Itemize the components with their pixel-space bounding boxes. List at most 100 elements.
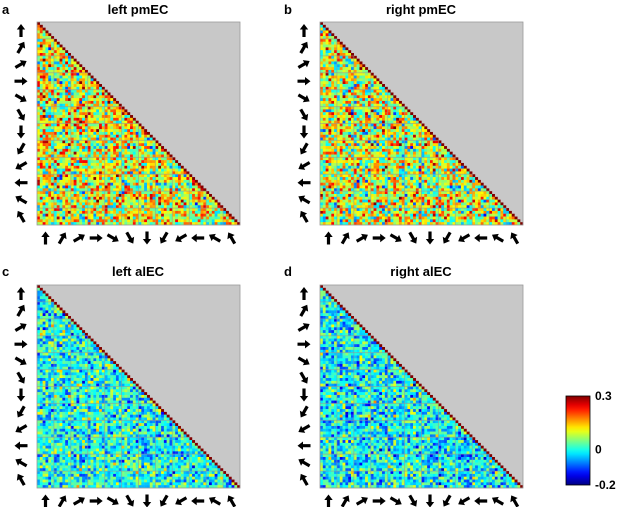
heatmap-cell xyxy=(53,146,57,150)
heatmap-cell xyxy=(407,199,411,203)
heatmap-cell xyxy=(87,146,91,150)
heatmap-cell xyxy=(113,148,117,152)
heatmap-cell xyxy=(407,146,411,150)
heatmap-cell xyxy=(163,199,167,203)
heatmap-cell xyxy=(325,86,329,90)
heatmap-cell xyxy=(56,72,60,76)
heatmap-cell xyxy=(331,120,335,124)
heatmap-cell xyxy=(491,196,495,200)
heatmap-cell xyxy=(84,196,88,200)
heatmap-cell xyxy=(463,185,467,189)
heatmap-cell xyxy=(322,210,326,214)
heatmap-cell xyxy=(398,208,402,212)
heatmap-cell xyxy=(345,109,349,113)
heatmap-cell xyxy=(104,193,108,197)
heatmap-cell xyxy=(115,143,119,147)
heatmap-cell xyxy=(45,115,49,119)
heatmap-cell xyxy=(115,205,119,209)
heatmap-cell xyxy=(404,143,408,147)
heatmap-cell xyxy=(348,126,352,130)
heatmap-cell xyxy=(206,210,210,214)
heatmap-cell xyxy=(415,120,419,124)
heatmap-cell xyxy=(118,157,122,161)
heatmap-cell xyxy=(115,219,119,223)
heatmap-cell xyxy=(39,53,43,56)
heatmap-cell xyxy=(101,95,105,99)
heatmap-cell xyxy=(127,112,131,116)
heatmap-cell xyxy=(322,67,326,71)
heatmap-cell xyxy=(421,171,425,175)
heatmap-cell xyxy=(331,199,335,203)
heatmap-cell xyxy=(325,106,329,110)
heatmap-cell xyxy=(379,191,383,195)
heatmap-cell xyxy=(390,129,394,133)
heatmap-cell xyxy=(87,117,91,121)
heatmap-cell xyxy=(90,81,94,85)
heatmap-cell xyxy=(446,160,450,164)
heatmap-cell xyxy=(214,199,218,203)
heatmap-cell xyxy=(376,81,380,85)
heatmap-cell xyxy=(42,78,46,82)
heatmap-cell xyxy=(104,210,108,214)
heatmap-cell xyxy=(169,219,173,223)
heatmap-cell xyxy=(124,117,128,121)
heatmap-cell xyxy=(384,193,388,197)
heatmap-cell xyxy=(70,188,74,192)
heatmap-cell xyxy=(438,151,442,155)
heatmap-cell xyxy=(87,202,91,206)
heatmap-cell xyxy=(76,143,80,147)
heatmap-cell xyxy=(68,103,71,107)
heatmap-cell xyxy=(342,134,346,138)
heatmap-cell xyxy=(342,160,346,164)
heatmap-cell xyxy=(379,174,383,178)
heatmap-cell xyxy=(362,64,366,68)
heatmap-cell xyxy=(466,196,470,200)
heatmap-cell xyxy=(101,148,105,152)
heatmap-cell xyxy=(500,202,504,206)
heatmap-cell xyxy=(175,168,179,172)
heatmap-cell xyxy=(325,123,329,127)
heatmap-cell xyxy=(45,84,49,87)
heatmap-cell xyxy=(370,208,374,212)
heatmap-cell xyxy=(51,120,55,124)
heatmap-cell xyxy=(435,182,439,186)
heatmap-cell xyxy=(37,196,40,200)
heatmap-cell xyxy=(37,55,40,59)
heatmap-cell xyxy=(93,179,97,183)
heatmap-cell xyxy=(328,182,332,186)
heatmap-cell xyxy=(169,179,173,183)
heatmap-cell xyxy=(376,137,380,141)
heatmap-cell xyxy=(161,171,165,175)
heatmap-cell xyxy=(51,103,55,107)
heatmap-cell xyxy=(407,162,411,166)
heatmap-cell xyxy=(192,208,196,212)
heatmap-frame xyxy=(36,21,241,226)
heatmap-cell xyxy=(396,115,400,119)
heatmap-cell xyxy=(48,193,52,197)
heatmap-cell xyxy=(223,210,227,214)
heatmap-cell xyxy=(331,44,335,48)
heatmap-cell xyxy=(90,191,94,195)
heatmap-cell xyxy=(331,47,335,51)
heatmap-cell xyxy=(65,50,69,54)
heatmap-cell xyxy=(118,134,122,138)
heatmap-cell xyxy=(127,126,131,130)
heatmap-cell xyxy=(96,109,100,113)
heatmap-cell xyxy=(331,171,335,175)
heatmap-cell xyxy=(39,103,43,107)
heatmap-cell xyxy=(110,177,114,181)
heatmap-cell xyxy=(194,205,198,209)
heatmap-cell xyxy=(486,193,490,197)
heatmap-cell xyxy=(42,69,46,73)
heatmap-cell xyxy=(62,100,66,104)
heatmap-cell xyxy=(463,177,467,181)
heatmap-cell xyxy=(356,109,360,113)
heatmap-cell xyxy=(104,103,108,107)
heatmap-cell xyxy=(79,129,83,133)
heatmap-cell xyxy=(432,154,436,158)
heatmap-cell xyxy=(382,120,385,124)
heatmap-cell xyxy=(463,196,467,200)
heatmap-cell xyxy=(373,148,377,152)
heatmap-cell xyxy=(331,58,335,62)
heatmap-cell xyxy=(158,174,162,178)
